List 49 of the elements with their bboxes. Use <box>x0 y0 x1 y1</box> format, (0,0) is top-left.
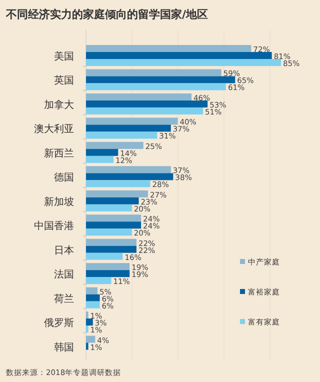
bar <box>86 190 148 198</box>
bar <box>86 180 150 188</box>
bar <box>86 214 142 222</box>
bar <box>86 301 100 308</box>
bar <box>86 52 272 59</box>
bar <box>86 287 98 294</box>
y-tick-label: 澳大利亚 <box>34 123 74 136</box>
bar <box>86 107 203 114</box>
y-tick-label: 荷兰 <box>54 292 74 305</box>
y-tick-label: 美国 <box>54 50 74 62</box>
y-tick-label: 中国香港 <box>34 220 74 232</box>
y-tick-label: 日本 <box>54 244 74 256</box>
bar <box>86 45 252 52</box>
bar <box>86 173 174 180</box>
bar <box>86 142 144 149</box>
y-tick-label: 法国 <box>54 268 74 281</box>
bar <box>86 132 158 139</box>
bar <box>86 222 142 229</box>
bar <box>86 294 100 302</box>
bar <box>86 124 171 132</box>
y-tick-label: 英国 <box>54 74 74 87</box>
bar <box>86 238 136 246</box>
bar <box>86 76 236 84</box>
bar <box>86 93 192 100</box>
bar <box>86 69 222 76</box>
bar <box>86 270 130 278</box>
bar <box>86 197 139 204</box>
bar <box>86 336 96 343</box>
bar <box>86 246 136 253</box>
y-tick-label: 新西兰 <box>44 147 74 160</box>
bar <box>86 228 132 236</box>
y-tick-label: 新加坡 <box>44 196 74 208</box>
y-tick-label: 俄罗斯 <box>44 317 74 330</box>
bar <box>86 277 112 284</box>
chart-title: 不同经济实力的家庭倾向的留学国家/地区 <box>5 8 208 21</box>
bar <box>86 100 208 108</box>
bar <box>86 148 118 156</box>
bar <box>86 263 130 270</box>
bar <box>86 166 171 174</box>
y-tick-label: 加拿大 <box>44 98 74 111</box>
bar <box>86 252 123 260</box>
y-tick-label: 德国 <box>54 172 74 184</box>
y-tick-label: 韩国 <box>54 341 74 354</box>
bar <box>86 156 114 163</box>
bar <box>86 318 93 326</box>
bar <box>86 83 226 90</box>
bar <box>86 204 132 212</box>
bar <box>86 118 178 125</box>
bar <box>86 59 281 66</box>
